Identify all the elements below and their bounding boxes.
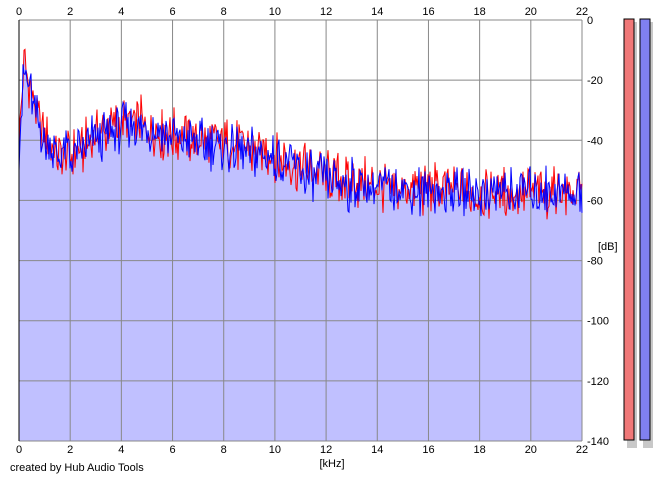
y-tick--40: -40 [587, 135, 603, 147]
x-tick-top-8: 8 [221, 6, 227, 18]
x-tick-top-14: 14 [371, 6, 383, 18]
meter-right-bar [639, 18, 651, 441]
x-tick-top-20: 20 [525, 6, 537, 18]
x-tick-top-6: 6 [169, 6, 175, 18]
x-tick-bottom-8: 8 [221, 444, 227, 456]
x-tick-top-0: 0 [16, 6, 22, 18]
y-tick--100: -100 [587, 316, 609, 328]
x-tick-bottom-14: 14 [371, 444, 383, 456]
y-tick-labels: 0 -20 -40 -60 -80 -100 -120 -140 [587, 15, 609, 448]
x-tick-bottom-16: 16 [422, 444, 434, 456]
x-tick-top-22: 22 [576, 6, 588, 18]
x-tick-top-16: 16 [422, 6, 434, 18]
y-tick--20: -20 [587, 75, 603, 87]
credit-text: created by Hub Audio Tools [10, 462, 144, 474]
x-tick-top-18: 18 [474, 6, 486, 18]
level-meters [623, 18, 653, 448]
y-axis-label: [dB] [598, 241, 618, 253]
y-tick--60: -60 [587, 195, 603, 207]
x-tick-bottom-18: 18 [474, 444, 486, 456]
x-tick-top-4: 4 [118, 6, 124, 18]
x-tick-top-12: 12 [320, 6, 332, 18]
y-tick--120: -120 [587, 376, 609, 388]
x-tick-bottom-6: 6 [169, 444, 175, 456]
x-tick-top-10: 10 [269, 6, 281, 18]
x-tick-bottom-4: 4 [118, 444, 124, 456]
x-tick-top-2: 2 [67, 6, 73, 18]
x-tick-bottom-12: 12 [320, 444, 332, 456]
x-tick-bottom-22: 22 [576, 444, 588, 456]
meter-left-bar [623, 18, 635, 441]
x-tick-bottom-20: 20 [525, 444, 537, 456]
x-tick-bottom-0: 0 [16, 444, 22, 456]
y-tick--80: -80 [587, 256, 603, 268]
y-tick-0: 0 [587, 15, 593, 27]
x-axis-label: [kHz] [319, 458, 344, 470]
x-tick-labels-bottom: 0 2 4 6 8 10 12 14 16 18 20 22 [16, 444, 588, 456]
y-tick--140: -140 [587, 436, 609, 448]
series-line-right-channel [18, 64, 583, 217]
x-tick-labels-top: 0 2 4 6 8 10 12 14 16 18 20 22 [16, 6, 588, 18]
x-tick-bottom-2: 2 [67, 444, 73, 456]
x-tick-bottom-10: 10 [269, 444, 281, 456]
